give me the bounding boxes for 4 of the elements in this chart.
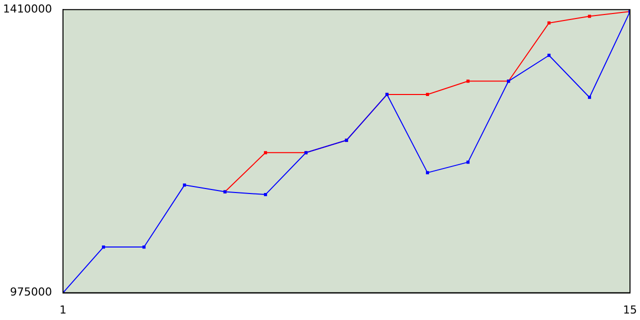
y-tick-label: 1410000 <box>2 2 52 16</box>
x-tick-label: 1 <box>59 303 66 316</box>
y-tick-label: 975000 <box>10 286 52 299</box>
x-tick-label: 15 <box>623 303 637 316</box>
